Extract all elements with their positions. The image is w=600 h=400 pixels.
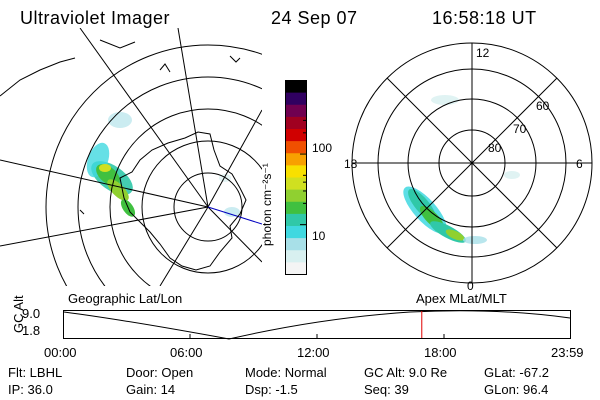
timeline-xtick-4: 23:59 <box>551 345 584 360</box>
polar-grid <box>351 42 593 284</box>
timeline-frame <box>63 310 571 339</box>
altitude-curve <box>63 310 571 340</box>
colorbar-swatch <box>285 116 306 129</box>
antarctica-coastline <box>119 131 247 271</box>
date-label: 24 Sep 07 <box>271 8 358 28</box>
instrument-title: Ultraviolet Imager <box>20 8 171 28</box>
colorbar-swatch <box>285 140 306 154</box>
status-door: Door: Open <box>126 365 194 380</box>
timeline-xtick-0: 00:00 <box>44 345 77 360</box>
colorbar-swatch <box>285 225 306 239</box>
mlt-label-6: 6 <box>576 157 583 171</box>
colorbar-swatch <box>285 104 306 117</box>
colorbar-tick-10: 10 <box>312 229 326 243</box>
status-flt: Flt: LBHL <box>8 365 63 380</box>
geo-aurora-emission <box>86 112 240 217</box>
colorbar-swatch <box>285 213 306 226</box>
colorbar-tick-100: 100 <box>312 141 333 155</box>
colorbar-frame <box>285 80 307 275</box>
status-dsp: Dsp: -1.5 <box>245 382 298 397</box>
geographic-caption: Geographic Lat/Lon <box>68 291 183 306</box>
colorbar-swatch <box>285 177 306 190</box>
status-ip: IP: 36.0 <box>8 382 53 397</box>
colorbar-swatch <box>285 128 306 142</box>
timeline-ytick-bottom: 1.8 <box>22 323 41 338</box>
status-glon: GLon: 96.4 <box>484 382 549 397</box>
timeline-xtick-1: 06:00 <box>170 345 203 360</box>
geo-meridians <box>0 28 262 286</box>
geo-latitude-circles <box>45 44 262 286</box>
colorbar-swatch <box>285 249 306 263</box>
colorbar-swatch <box>285 152 306 166</box>
colorbar-swatch <box>285 92 306 105</box>
colorbar-swatch <box>285 164 306 178</box>
timeline-xtick-3: 18:00 <box>424 345 457 360</box>
status-mode: Mode: Normal <box>245 365 327 380</box>
mlt-label-0: 0 <box>467 279 474 293</box>
mlat-label-60: 60 <box>536 99 550 113</box>
time-label: 16:58:18 UT <box>432 8 537 28</box>
colorbar-swatch <box>285 80 306 93</box>
status-seq: Seq: 39 <box>364 382 409 397</box>
mlt-label-18: 18 <box>344 157 358 171</box>
mlt-label-12: 12 <box>476 46 490 60</box>
status-glat: GLat: -67.2 <box>484 365 550 380</box>
mlat-label-70: 70 <box>513 122 527 136</box>
colorbar-swatch <box>285 237 306 251</box>
colorbar-swatch <box>285 189 306 202</box>
timeline-ticks <box>189 334 445 338</box>
colorbar-swatch <box>285 261 306 275</box>
timeline-ytick-top: 9.0 <box>22 306 41 321</box>
colorbar-swatch <box>285 201 306 214</box>
timeline-xtick-2: 12:00 <box>297 345 330 360</box>
mlat-label-80: 80 <box>488 141 502 155</box>
status-gain: Gain: 14 <box>126 382 176 397</box>
apex-caption: Apex MLat/MLT <box>416 291 507 306</box>
status-gc-alt: GC Alt: 9.0 Re <box>364 365 448 380</box>
